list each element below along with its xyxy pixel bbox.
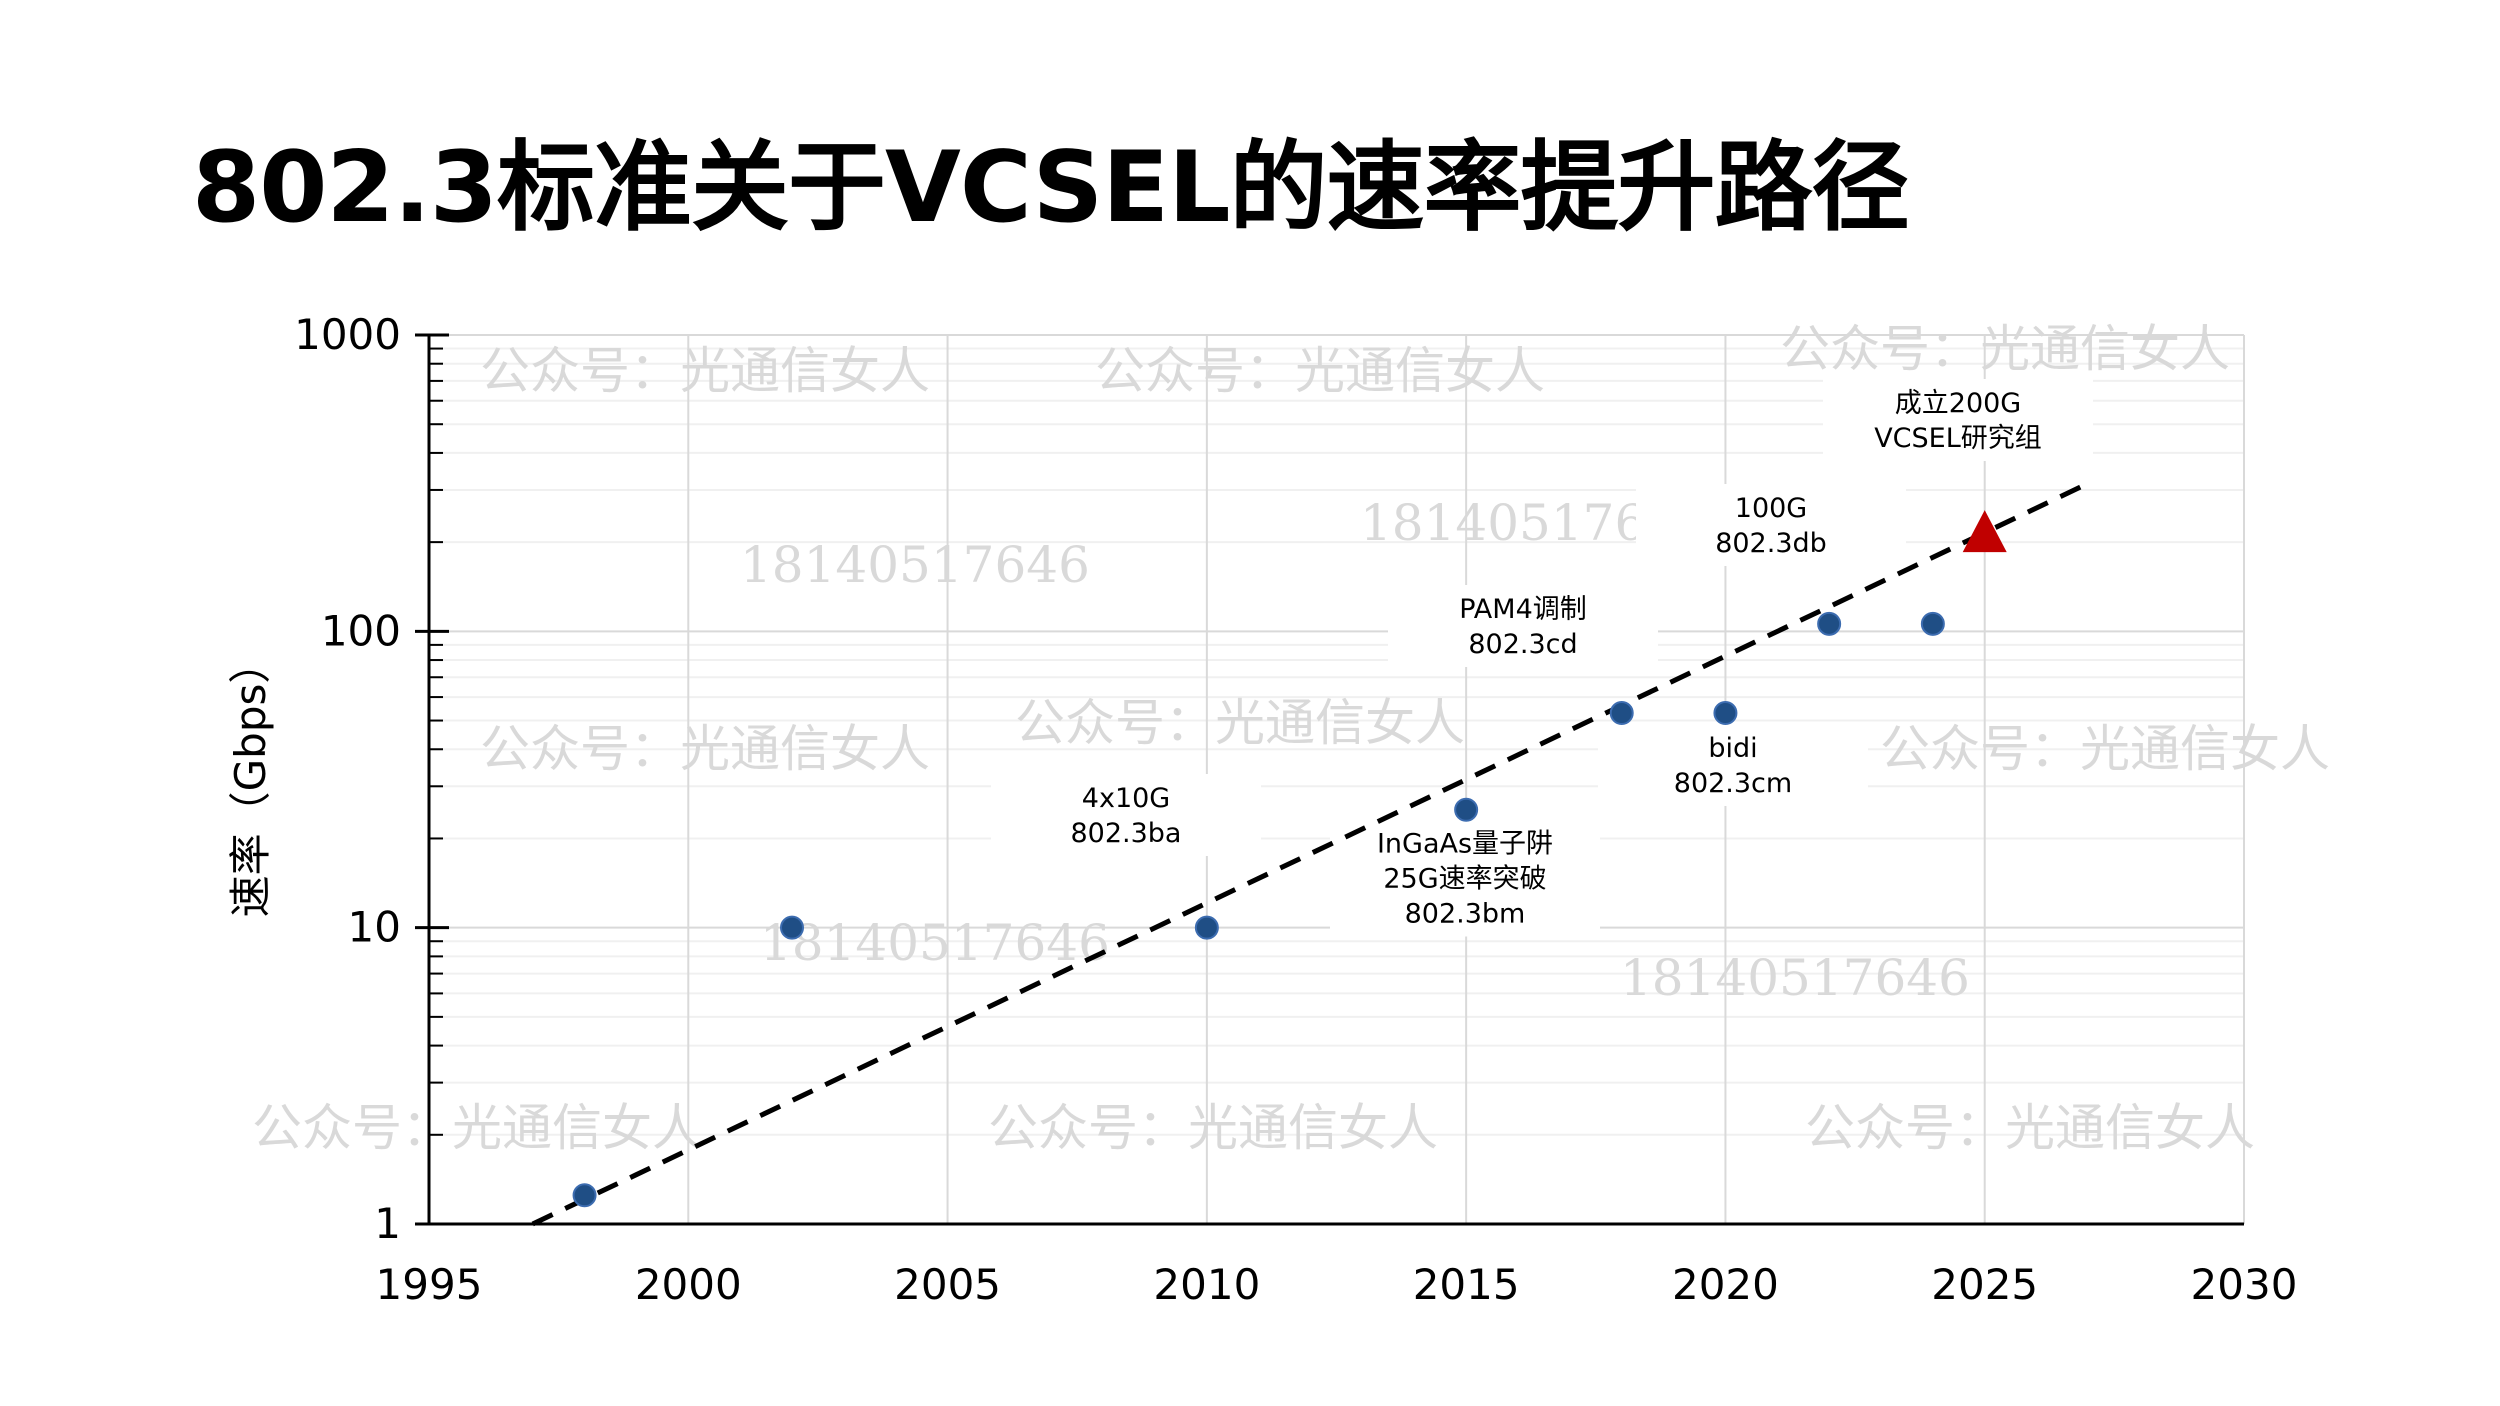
annotation-line: 25G速率突破 xyxy=(1383,864,1546,895)
annotation-label: 100G 802.3db xyxy=(1636,484,1906,566)
watermark-account: 公众号：光通信女人 xyxy=(252,1099,702,1157)
annotation-line: 100G xyxy=(1735,493,1807,524)
annotation-label: 成立200G VCSEL研究组 xyxy=(1823,379,2093,461)
x-tick-label: 1995 xyxy=(376,1260,483,1309)
watermark-phone: 18140517646 xyxy=(740,536,1090,594)
annotation-line: bidi xyxy=(1708,733,1757,764)
y-tick-label: 10 xyxy=(348,903,401,952)
x-tick-label: 2015 xyxy=(1413,1260,1520,1309)
annotation-label: bidi 802.3cm xyxy=(1598,724,1868,806)
annotation-background xyxy=(1388,585,1658,667)
annotation-label: InGaAs量子阱 25G速率突破 802.3bm xyxy=(1330,819,1600,937)
annotation-background xyxy=(1330,819,1600,937)
annotation-line: 成立200G xyxy=(1895,388,2021,419)
watermark-account: 公众号：光通信女人 xyxy=(1095,342,1545,400)
data-point xyxy=(1817,611,1842,636)
page-title: 802.3标准关于VCSEL的速率提升路径 xyxy=(192,131,1910,245)
annotation-line: VCSEL研究组 xyxy=(1874,423,2042,454)
data-point xyxy=(1194,915,1219,940)
y-axis-label: 速率（Gbps） xyxy=(226,642,275,918)
data-point xyxy=(780,915,804,940)
watermark-phone: 18140517646 xyxy=(760,914,1110,972)
y-tick-label: 1000 xyxy=(294,310,401,359)
x-tick-label: 2005 xyxy=(894,1260,1001,1309)
annotation-line: 802.3ba xyxy=(1071,818,1182,849)
annotation-line: PAM4调制 xyxy=(1459,594,1587,625)
annotation-line: 802.3cd xyxy=(1468,629,1577,660)
watermark-phone: 18140517646 xyxy=(1620,949,1970,1007)
annotation-line: 802.3bm xyxy=(1405,899,1526,930)
data-point xyxy=(572,1183,597,1208)
watermark-account: 公众号：光通信女人 xyxy=(1780,320,2230,378)
y-tick-label: 100 xyxy=(321,606,401,655)
x-tick-label: 2030 xyxy=(2191,1260,2298,1309)
x-tick-label: 2000 xyxy=(635,1260,742,1309)
x-tick-label: 2020 xyxy=(1672,1260,1779,1309)
annotation-background xyxy=(1823,379,2093,461)
annotation-label: 4x10G 802.3ba xyxy=(991,774,1261,856)
annotation-line: 802.3cm xyxy=(1674,768,1792,799)
annotation-line: 802.3db xyxy=(1715,528,1827,559)
data-point xyxy=(1454,797,1479,822)
watermark-account: 公众号：光通信女人 xyxy=(988,1099,1438,1157)
x-tick-label: 2010 xyxy=(1153,1260,1260,1309)
annotation-background xyxy=(1598,724,1868,806)
data-point-triangle xyxy=(1962,510,2007,553)
watermark-account: 公众号：光通信女人 xyxy=(1805,1099,2255,1157)
annotation-background xyxy=(991,774,1261,856)
annotation-label: PAM4调制 802.3cd xyxy=(1388,585,1658,667)
annotation-line: InGaAs量子阱 xyxy=(1377,829,1553,860)
watermark-account: 公众号：光通信女人 xyxy=(1880,720,2330,778)
x-tick-label: 2025 xyxy=(1931,1260,2038,1309)
data-point xyxy=(1920,611,1945,636)
data-point xyxy=(1713,701,1738,726)
watermark-account: 公众号：光通信女人 xyxy=(480,720,930,778)
y-tick-label: 1 xyxy=(374,1199,401,1248)
annotation-background xyxy=(1636,484,1906,566)
annotation-line: 4x10G xyxy=(1082,783,1170,814)
data-point xyxy=(1609,701,1634,726)
watermark-account: 公众号：光通信女人 xyxy=(1015,694,1465,752)
watermark-account: 公众号：光通信女人 xyxy=(480,342,930,400)
